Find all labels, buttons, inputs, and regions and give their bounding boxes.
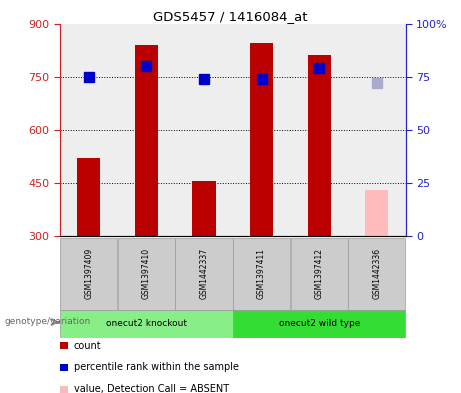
Bar (176, 238, 232, 310)
Text: GSM1397409: GSM1397409 (84, 248, 93, 299)
Text: GSM1442337: GSM1442337 (200, 248, 208, 299)
Bar (308, 55, 331, 236)
Bar (118, 238, 175, 310)
Text: genotype/variation: genotype/variation (5, 318, 91, 327)
Bar (365, 190, 388, 236)
Bar (77, 158, 100, 236)
Text: GSM1442336: GSM1442336 (372, 248, 381, 299)
Bar (135, 45, 158, 236)
Text: GSM1397410: GSM1397410 (142, 248, 151, 299)
Text: value, Detection Call = ABSENT: value, Detection Call = ABSENT (74, 384, 229, 393)
Text: count: count (74, 341, 101, 351)
Bar (250, 43, 273, 236)
Bar (60, 310, 232, 338)
Bar (60, 238, 117, 310)
Text: GDS5457 / 1416084_at: GDS5457 / 1416084_at (153, 10, 308, 23)
Bar (291, 238, 348, 310)
Text: onecut2 knockout: onecut2 knockout (106, 320, 187, 329)
Bar (193, 181, 216, 236)
Text: percentile rank within the sample: percentile rank within the sample (74, 362, 239, 373)
Text: GSM1397411: GSM1397411 (257, 248, 266, 299)
Bar (233, 238, 290, 310)
Bar (233, 310, 405, 338)
Bar (349, 238, 405, 310)
Text: onecut2 wild type: onecut2 wild type (278, 320, 360, 329)
Text: GSM1397412: GSM1397412 (315, 248, 324, 299)
